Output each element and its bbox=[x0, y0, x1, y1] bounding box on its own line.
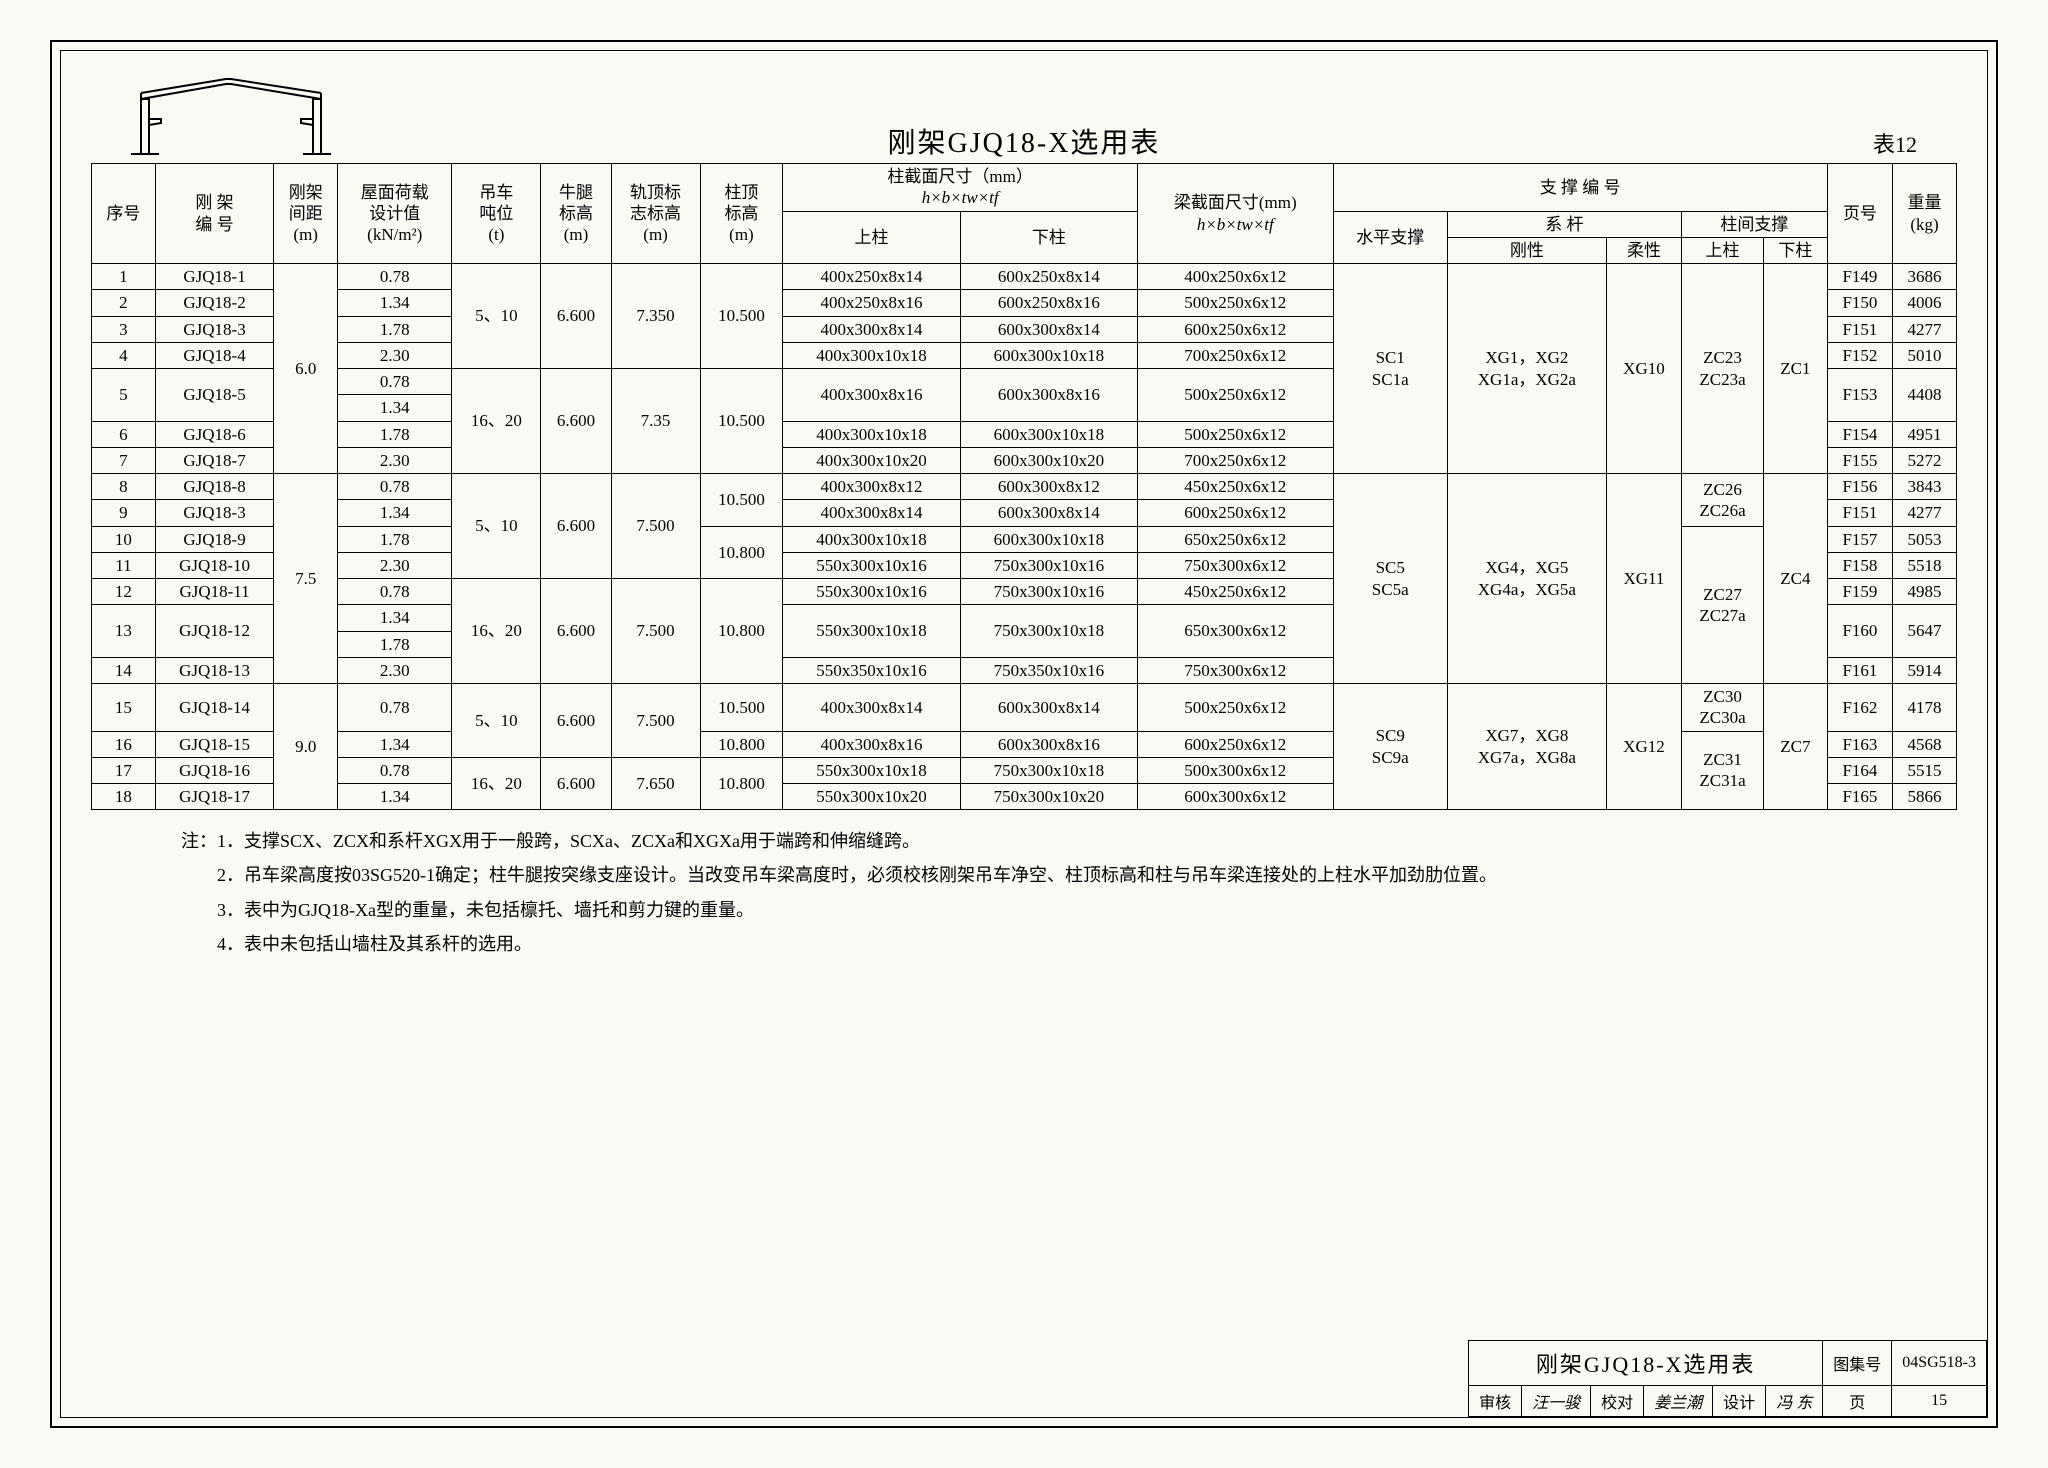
title-block: 刚架GJQ18-X选用表 图集号 04SG518-3 审核汪一骏 校对姜兰潮 设… bbox=[1468, 1340, 1987, 1417]
notes: 注：1．支撑SCX、ZCX和系杆XGX用于一般跨，SCXa、ZCXa和XGXa用… bbox=[181, 824, 1957, 961]
table-number: 表12 bbox=[1873, 127, 1917, 159]
main-title: 刚架GJQ18-X选用表 bbox=[888, 128, 1161, 159]
selection-table: 序号 刚 架 编 号 刚架 间距 (m) 屋面荷载 设计值 (kN/m²) 吊车… bbox=[91, 163, 1957, 810]
